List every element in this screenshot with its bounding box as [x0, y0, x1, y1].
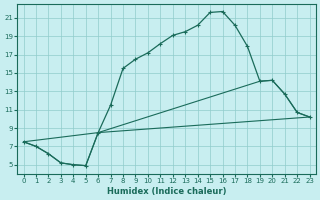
X-axis label: Humidex (Indice chaleur): Humidex (Indice chaleur) [107, 187, 226, 196]
